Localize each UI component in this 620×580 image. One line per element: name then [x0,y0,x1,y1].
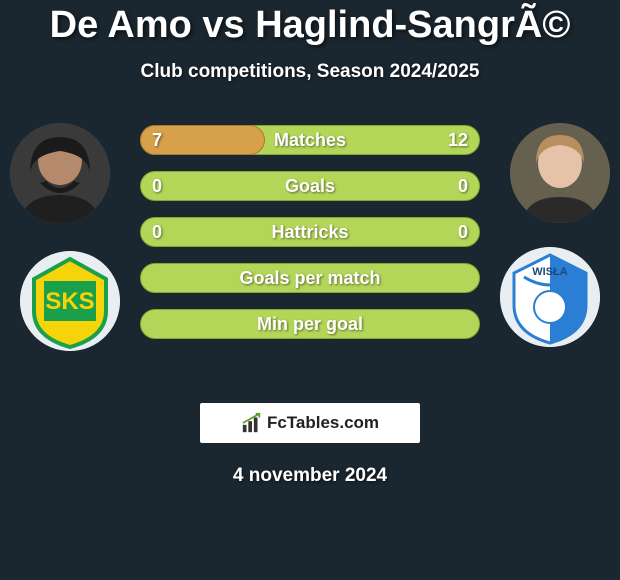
stat-row: 712Matches [140,125,480,155]
stat-row: 00Goals [140,171,480,201]
player-right-avatar [510,123,610,223]
club-badge-icon: WISŁA [500,247,600,347]
stat-label: Goals [140,171,480,201]
svg-text:SKS: SKS [45,288,94,315]
stat-label: Hattricks [140,217,480,247]
person-icon [10,123,110,223]
stat-label: Matches [140,125,480,155]
comparison-date: 4 november 2024 [0,465,620,487]
club-badge-icon: SKS [20,251,120,351]
brand-footer[interactable]: FcTables.com [200,403,420,443]
stats-panel: 712Matches 00Goals 00Hattricks Goals per ma… [140,125,480,355]
club-left-badge: SKS [20,251,120,351]
comparison-subtitle: Club competitions, Season 2024/2025 [0,61,620,83]
stat-row: 00Hattricks [140,217,480,247]
bar-chart-icon [241,412,263,434]
comparison-body: SKS WISŁA 712Matches 00Goals 00Hattricks Go… [0,123,620,383]
stat-row: Min per goal [140,309,480,339]
brand-text: FcTables.com [267,413,379,433]
svg-text:WISŁA: WISŁA [532,266,567,278]
player-left-avatar [10,123,110,223]
comparison-title: De Amo vs Haglind-SangrÃ© [0,0,620,47]
person-icon [510,123,610,223]
club-right-badge: WISŁA [500,247,600,347]
stat-label: Goals per match [140,263,480,293]
stat-row: Goals per match [140,263,480,293]
stat-label: Min per goal [140,309,480,339]
